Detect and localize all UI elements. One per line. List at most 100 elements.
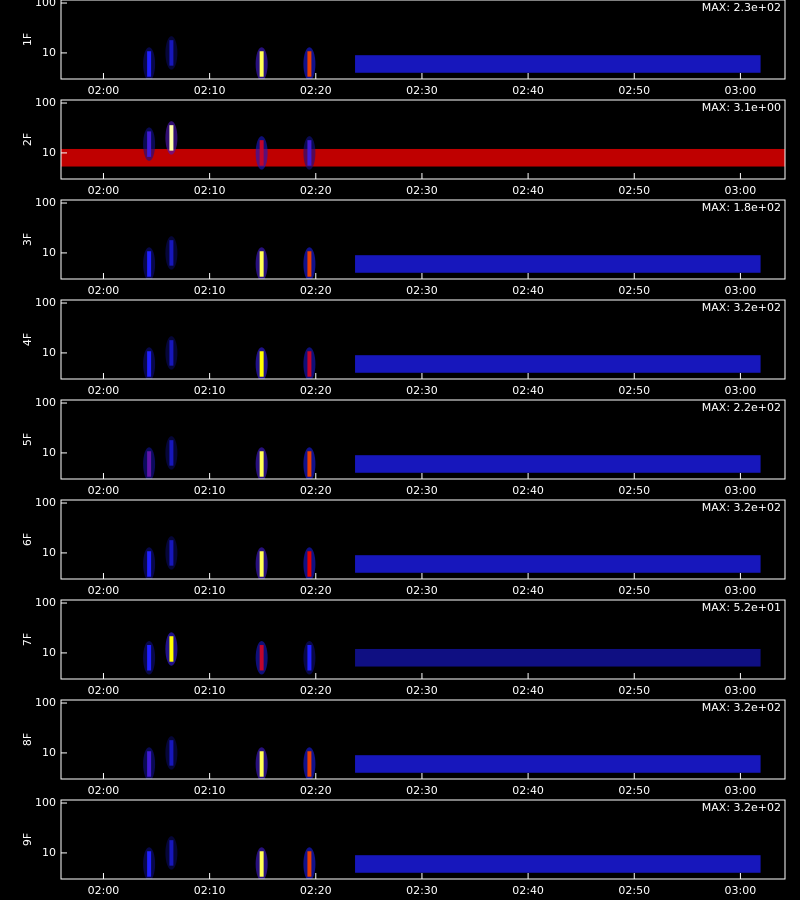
x-tick-label: 02:30: [406, 384, 438, 397]
x-tick-label: 02:10: [194, 484, 226, 497]
burst: [307, 645, 312, 671]
burst: [307, 251, 312, 277]
data-layer: [143, 336, 761, 379]
max-label: MAX: 3.2e+02: [702, 301, 781, 314]
panel: 10 100 02:00 02:10 02:20 02:30 02:40 02:50 03:00…: [21, 196, 786, 297]
panel: 10 100 02:00 02:10 02:20 02:30 02:40 02:50 03:00…: [21, 696, 786, 797]
max-label: MAX: 1.8e+02: [702, 201, 781, 214]
x-tick-label: 02:00: [88, 484, 120, 497]
y-tick-label: 100: [35, 796, 56, 809]
panel: 10 100 02:00 02:10 02:20 02:30 02:40 02:50 03:00…: [21, 596, 786, 697]
band: [355, 355, 761, 373]
band: [355, 755, 761, 773]
burst: [259, 751, 264, 777]
burst: [147, 451, 152, 477]
panel: 10 100 02:00 02:10 02:20 02:30 02:40 02:50 03:00…: [21, 496, 786, 597]
x-tick-label: 02:00: [88, 684, 120, 697]
x-tick-label: 02:20: [300, 784, 332, 797]
max-label: MAX: 3.2e+02: [702, 801, 781, 814]
data-layer: [143, 436, 761, 479]
axis-frame: [60, 99, 786, 180]
x-tick-label: 02:10: [194, 884, 226, 897]
y-tick-label: 100: [35, 296, 56, 309]
x-tick-label: 02:00: [88, 584, 120, 597]
burst: [169, 540, 174, 566]
x-tick-label: 02:50: [618, 584, 650, 597]
burst: [259, 551, 264, 577]
burst: [307, 51, 312, 77]
x-tick-label: 02:40: [512, 884, 544, 897]
burst: [147, 351, 152, 377]
data-layer: [143, 236, 761, 279]
data-layer: [61, 121, 785, 170]
y-axis-label: 9F: [21, 833, 34, 846]
panel: 10 100 02:00 02:10 02:20 02:30 02:40 02:50 03:00…: [21, 396, 786, 497]
x-tick-label: 02:00: [88, 284, 120, 297]
x-tick-label: 02:40: [512, 384, 544, 397]
burst: [147, 51, 152, 77]
burst: [147, 645, 152, 671]
burst: [307, 451, 312, 477]
band: [61, 148, 785, 167]
y-tick-label: 10: [42, 746, 56, 759]
max-label: MAX: 2.2e+02: [702, 401, 781, 414]
x-tick-label: 02:10: [194, 284, 226, 297]
x-tick-label: 02:40: [512, 484, 544, 497]
axis-frame: [60, 499, 786, 580]
max-label: MAX: 3.2e+02: [702, 701, 781, 714]
y-axis-label: 2F: [21, 133, 34, 146]
y-tick-label: 100: [35, 596, 56, 609]
y-tick-label: 10: [42, 346, 56, 359]
burst: [307, 140, 312, 166]
x-tick-label: 02:50: [618, 684, 650, 697]
panel: 10 100 02:00 02:10 02:20 02:30 02:40 02:50 03:00…: [21, 0, 786, 97]
x-tick-label: 02:40: [512, 284, 544, 297]
x-tick-label: 02:10: [194, 584, 226, 597]
x-tick-label: 02:50: [618, 284, 650, 297]
data-layer: [143, 836, 761, 879]
x-tick-label: 03:00: [725, 884, 757, 897]
burst: [307, 751, 312, 777]
x-tick-label: 02:30: [406, 784, 438, 797]
axis-frame: [60, 699, 786, 780]
axis-frame: [60, 799, 786, 880]
x-tick-label: 02:40: [512, 184, 544, 197]
x-tick-label: 02:10: [194, 684, 226, 697]
band: [355, 455, 761, 473]
burst: [147, 851, 152, 877]
x-tick-label: 02:00: [88, 384, 120, 397]
x-tick-label: 03:00: [725, 784, 757, 797]
burst: [147, 551, 152, 577]
x-tick-label: 02:50: [618, 184, 650, 197]
y-tick-label: 100: [35, 696, 56, 709]
max-label: MAX: 3.1e+00: [702, 101, 781, 114]
y-axis-label: 4F: [21, 333, 34, 346]
x-tick-label: 02:30: [406, 184, 438, 197]
y-tick-label: 100: [35, 396, 56, 409]
x-tick-label: 02:20: [300, 684, 332, 697]
x-tick-label: 03:00: [725, 584, 757, 597]
y-tick-label: 10: [42, 246, 56, 259]
axis-frame: [60, 399, 786, 480]
x-tick-label: 02:20: [300, 484, 332, 497]
y-axis-label: 6F: [21, 533, 34, 546]
data-layer: [143, 36, 761, 79]
burst: [259, 51, 264, 77]
band: [355, 855, 761, 873]
x-tick-label: 02:20: [300, 384, 332, 397]
burst: [259, 645, 264, 671]
x-tick-label: 03:00: [725, 284, 757, 297]
y-axis-label: 7F: [21, 633, 34, 646]
y-tick-label: 100: [35, 496, 56, 509]
x-tick-label: 03:00: [725, 84, 757, 97]
y-tick-label: 10: [42, 46, 56, 59]
x-tick-label: 02:30: [406, 884, 438, 897]
x-tick-label: 02:50: [618, 84, 650, 97]
band: [355, 555, 761, 573]
x-tick-label: 02:50: [618, 384, 650, 397]
x-tick-label: 03:00: [725, 684, 757, 697]
y-tick-label: 10: [42, 846, 56, 859]
burst: [169, 125, 174, 151]
y-tick-label: 10: [42, 446, 56, 459]
burst: [307, 351, 312, 377]
